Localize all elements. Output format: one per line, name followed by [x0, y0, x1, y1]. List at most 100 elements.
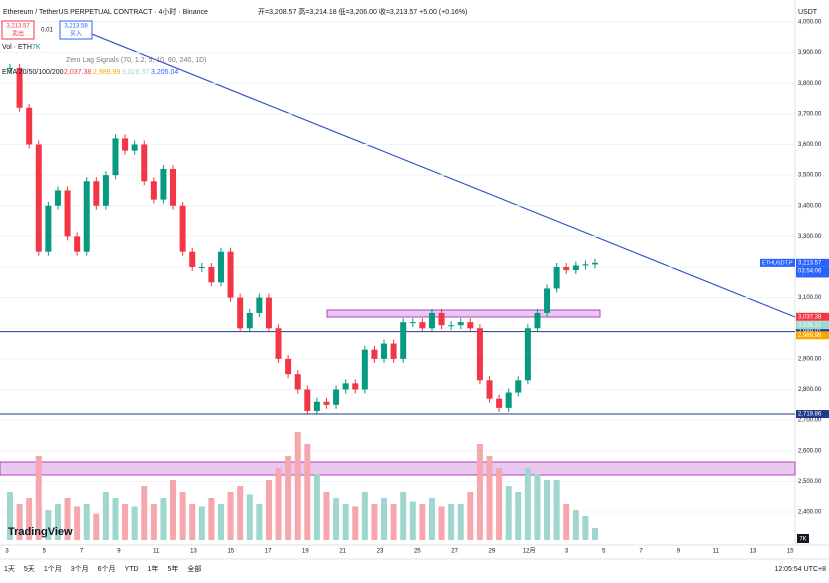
volume-bar — [189, 504, 196, 540]
y-tick-label: 3,500.00 — [798, 173, 822, 179]
candle-body — [102, 175, 109, 206]
range-button[interactable]: 5年 — [167, 564, 178, 573]
x-tick-label: 27 — [451, 549, 458, 555]
y-tick-label: 3,800.00 — [798, 81, 822, 87]
x-tick-label: 23 — [377, 549, 384, 555]
candle-body — [112, 138, 119, 176]
candle-body — [304, 389, 311, 411]
y-tick-label: 2,800.00 — [798, 387, 822, 393]
volume-bar — [361, 492, 368, 540]
x-tick-label: 13 — [190, 549, 197, 555]
sell-button[interactable] — [1, 20, 35, 40]
x-tick-label: 3 — [565, 549, 569, 555]
volume-bar — [467, 492, 474, 540]
trend-line — [61, 21, 796, 318]
price-tag — [796, 410, 829, 419]
range-button[interactable]: 1年 — [148, 564, 159, 573]
candle-body — [371, 349, 378, 359]
range-button[interactable]: 1个月 — [44, 565, 62, 573]
volume-bar — [582, 516, 589, 540]
x-tick-label: 9 — [117, 549, 121, 555]
y-tick-label: 2,400.00 — [798, 510, 822, 516]
volume-bar — [304, 444, 311, 540]
y-tick-label: 2,900.00 — [798, 356, 822, 362]
volume-bar — [476, 444, 483, 540]
candle-body — [419, 322, 426, 329]
range-button[interactable]: 5天 — [24, 565, 35, 573]
currency: USDT — [798, 9, 818, 16]
volume-bar — [285, 456, 292, 540]
volume-bar — [131, 506, 138, 540]
x-tick-label: 17 — [265, 549, 272, 555]
volume-bar — [256, 504, 263, 540]
ema-value: 2,037.38 — [64, 69, 91, 76]
candle-body — [563, 267, 570, 271]
candle-body — [246, 312, 253, 329]
candle-body — [64, 190, 71, 237]
candle-body — [294, 374, 301, 390]
volume-bar — [400, 492, 407, 540]
volume-bar — [93, 513, 100, 540]
sell-label: 卖出 — [12, 30, 24, 38]
y-tick-label: 2,500.00 — [798, 479, 822, 485]
volume-bar — [141, 486, 148, 540]
x-tick-label: 15 — [787, 549, 794, 555]
volume-bar — [371, 504, 378, 540]
candle-body — [381, 343, 388, 359]
volume-bar — [237, 486, 244, 540]
candle-body — [467, 322, 474, 329]
candle-body — [237, 297, 244, 329]
candle-body — [265, 297, 272, 329]
y-tick-label: 3,600.00 — [798, 142, 822, 148]
candle-body — [534, 312, 541, 329]
y-tick-label: 2,600.00 — [798, 448, 822, 454]
candle-body — [275, 328, 282, 359]
y-tick-label: 3,700.00 — [798, 111, 822, 117]
volume-bar — [294, 432, 301, 540]
candle-body — [122, 138, 129, 151]
candle-body — [7, 67, 13, 69]
range-button[interactable]: 6个月 — [98, 565, 116, 573]
candle-body — [333, 389, 340, 405]
volume-bar — [515, 492, 522, 540]
volume-bar — [592, 528, 598, 540]
ohlc: 开=3,208.57 高=3,214.18 低=3,206.00 收=3,213… — [258, 7, 467, 16]
volume-bar — [122, 504, 129, 540]
volume-bar — [227, 492, 234, 540]
y-tick-label: 2,700.00 — [798, 418, 822, 424]
price-tag — [796, 321, 829, 330]
volume-bar — [217, 504, 224, 540]
volume-bar — [409, 501, 416, 540]
y-tick-label: 4,000.00 — [798, 20, 822, 26]
volume-bar — [486, 456, 493, 540]
volume-bar — [323, 492, 330, 540]
candle-body — [227, 251, 234, 298]
buy-button[interactable] — [59, 20, 93, 40]
candle-body — [208, 267, 215, 283]
volume-bar — [390, 504, 397, 540]
volume-bar — [524, 468, 531, 540]
range-button[interactable]: YTD — [125, 566, 139, 573]
volume-bar — [313, 474, 320, 540]
candle-body — [74, 236, 81, 252]
candle-body — [400, 322, 407, 359]
volume-bar — [83, 504, 90, 540]
range-button[interactable]: 全部 — [187, 564, 201, 573]
vol-legend: Vol · ETH — [2, 44, 32, 51]
range-button[interactable]: 3个月 — [71, 565, 89, 573]
candle-body — [428, 312, 435, 329]
range-button[interactable]: 1天 — [4, 565, 15, 573]
candle-body — [448, 325, 455, 327]
zone — [0, 461, 796, 476]
candle-body — [141, 144, 148, 182]
volume-bar — [150, 504, 157, 540]
candle-body — [553, 267, 560, 289]
candle-body — [544, 288, 551, 313]
candle-body — [150, 181, 157, 200]
volume-bar — [333, 498, 340, 540]
symbol: Ethereum / TetherUS PERPETUAL CONTRACT ·… — [3, 7, 208, 16]
price-tag — [796, 312, 829, 321]
candle-body — [476, 328, 483, 381]
candle-body — [582, 264, 589, 266]
